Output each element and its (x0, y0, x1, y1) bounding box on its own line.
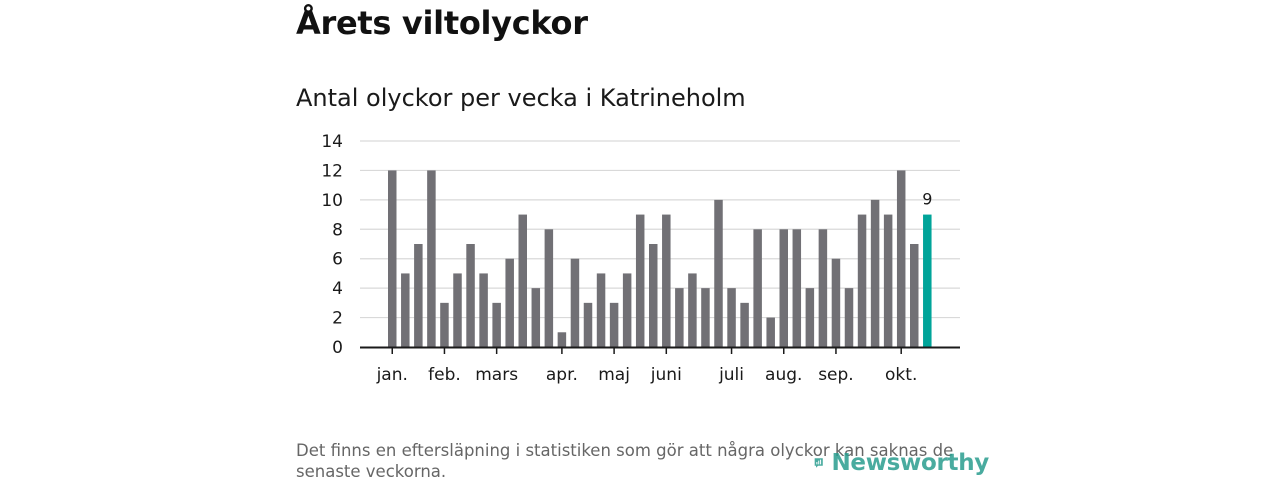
bar-week-11 (518, 214, 527, 347)
bar-week-9 (492, 302, 501, 347)
bar-week-8 (479, 273, 488, 347)
y-tick-label-2: 2 (332, 309, 343, 329)
x-axis-ticks: jan. feb. mars apr. maj juni juli aug. sep. okt. (376, 348, 917, 385)
y-tick-label-0: 0 (332, 338, 343, 358)
y-axis-ticks: 0 2 4 6 8 10 12 14 (321, 132, 343, 358)
bar-week-42 (923, 214, 932, 347)
bar-week-35 (831, 258, 841, 347)
bar-week-34 (818, 229, 828, 347)
bar-week-41 (910, 244, 919, 347)
bar-week-38 (870, 199, 880, 347)
bar-week-15 (570, 258, 580, 347)
bar-week-28 (740, 302, 749, 347)
x-tick-label-sep: sep. (818, 365, 854, 385)
bar-week-40 (896, 170, 906, 347)
bars (388, 170, 932, 347)
bar-week-7 (466, 244, 475, 347)
bar-week-37 (857, 214, 867, 347)
bar-week-29 (753, 229, 762, 347)
y-tick-label-6: 6 (332, 250, 343, 270)
bar-week-24 (688, 273, 697, 347)
bar-week-36 (844, 288, 854, 347)
bar-week-19 (622, 273, 632, 347)
bar-week-5 (440, 302, 449, 347)
bar-week-3 (414, 244, 423, 347)
bar-week-31 (779, 229, 788, 347)
bar-week-14 (557, 332, 567, 347)
newsworthy-logo: Newsworthy (814, 446, 989, 480)
x-tick-label-okt: okt. (885, 365, 917, 385)
y-tick-label-8: 8 (332, 220, 343, 240)
newsworthy-logo-text: Newsworthy (831, 450, 989, 476)
bar-week-17 (596, 273, 606, 347)
x-tick-label-juli: juli (718, 365, 744, 385)
bar-week-33 (805, 288, 815, 347)
x-tick-label-maj: maj (598, 365, 630, 385)
x-tick-label-feb: feb. (428, 365, 461, 385)
y-tick-label-10: 10 (321, 191, 343, 211)
bar-week-20 (635, 214, 645, 347)
x-tick-label-mars: mars (475, 365, 518, 385)
newsworthy-logo-icon (814, 458, 823, 468)
x-tick-label-juni: juni (650, 365, 682, 385)
y-tick-label-4: 4 (332, 279, 343, 299)
bar-week-26 (714, 199, 723, 347)
y-tick-label-14: 14 (321, 132, 343, 152)
bar-week-10 (505, 258, 514, 347)
data-labels: 9 (922, 190, 932, 209)
x-tick-label-aug: aug. (765, 365, 802, 385)
bar-week-13 (544, 229, 554, 347)
y-tick-label-12: 12 (321, 161, 343, 181)
chart-subtitle: Antal olyckor per vecka i Katrineholm (296, 84, 746, 112)
bar-week-6 (453, 273, 462, 347)
bar-week-21 (649, 244, 658, 347)
bar-week-12 (531, 288, 541, 347)
x-tick-label-apr: apr. (546, 365, 578, 385)
bar-week-25 (701, 288, 710, 347)
bar-week-30 (766, 317, 775, 347)
chart-title: Årets viltolyckor (296, 4, 588, 42)
bar-week-4 (427, 170, 436, 347)
data-label-latest-week: 9 (922, 190, 932, 209)
x-tick-label-jan: jan. (376, 365, 408, 385)
bar-week-39 (883, 214, 893, 347)
bar-week-27 (727, 288, 736, 347)
bar-week-32 (792, 229, 802, 347)
bar-week-22 (662, 214, 671, 347)
gridlines (360, 140, 960, 319)
footnote: Det finns en eftersläpning i statistiken… (296, 441, 954, 481)
bar-week-16 (583, 302, 593, 347)
bar-week-1 (388, 170, 397, 347)
bar-week-23 (675, 288, 684, 347)
bar-week-18 (609, 302, 619, 347)
bar-week-2 (401, 273, 410, 347)
